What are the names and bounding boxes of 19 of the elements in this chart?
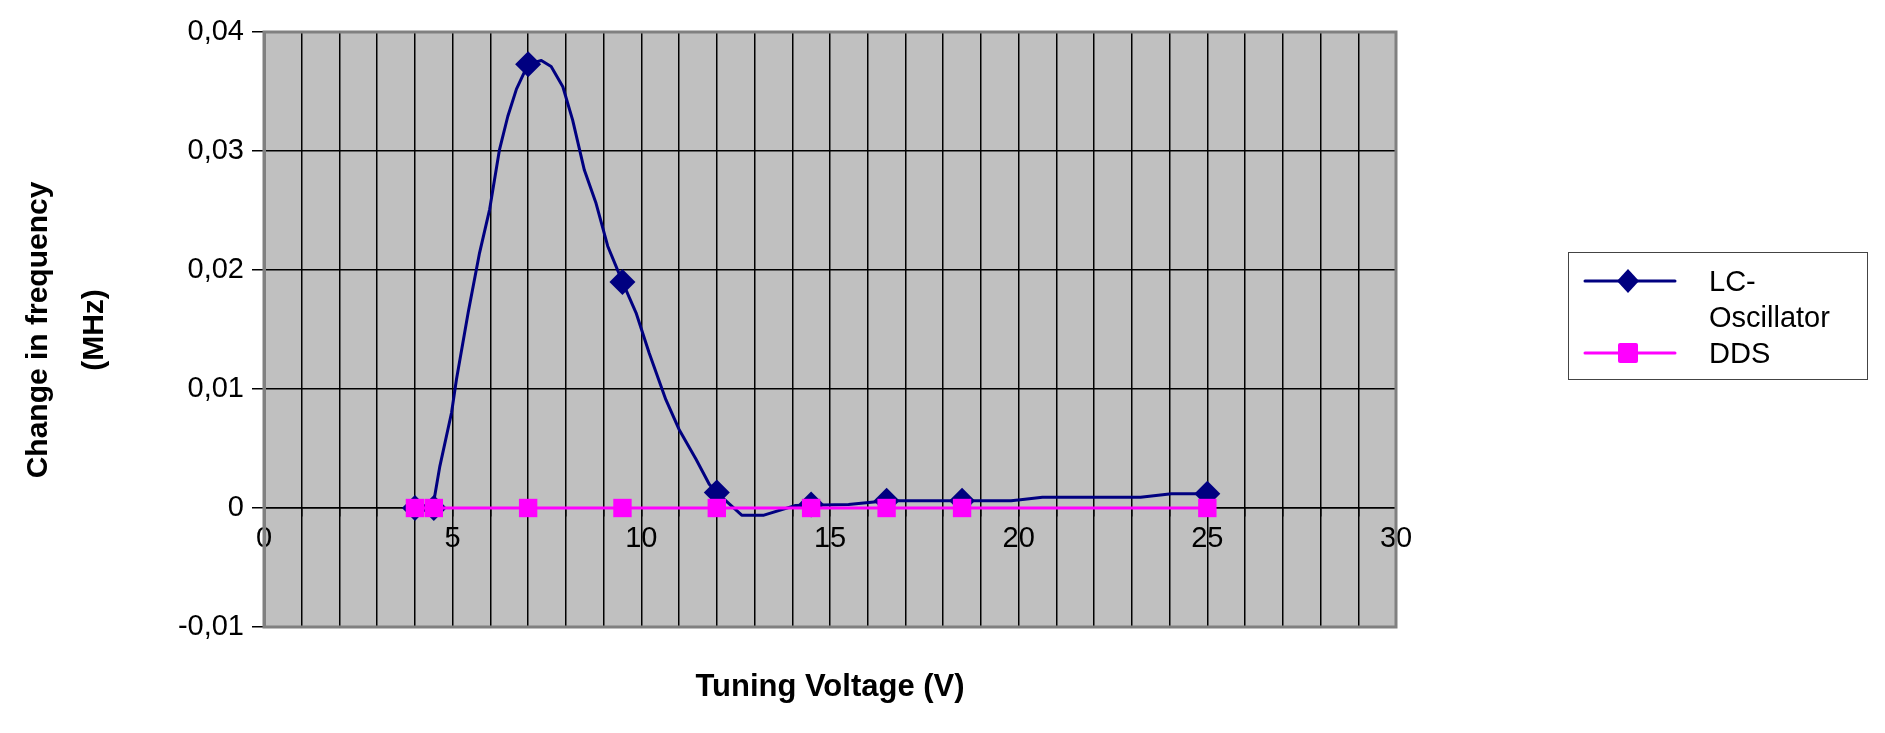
point	[609, 268, 636, 295]
y-tick-label: 0,03	[187, 133, 244, 165]
point	[518, 498, 538, 518]
point	[877, 498, 896, 518]
point	[1198, 498, 1217, 518]
y-axis-title: Change in frequency (MHz)	[19, 180, 110, 481]
x-axis-title: Tuning Voltage (V)	[694, 668, 966, 704]
point	[952, 498, 972, 518]
point	[707, 498, 726, 518]
point	[613, 498, 632, 518]
y-tick-label: -0,01	[177, 609, 244, 641]
legend-label: DDS	[1709, 336, 1772, 371]
x-tick-label: 30	[1379, 521, 1413, 554]
y-tick-label: 0	[227, 490, 244, 522]
y-tick-label: 0,04	[187, 14, 244, 46]
y-tick-label: 0,02	[187, 252, 244, 284]
point	[515, 51, 542, 78]
legend-label: LC-Oscillator	[1709, 264, 1831, 335]
y-tick-label: 0,01	[187, 371, 244, 403]
